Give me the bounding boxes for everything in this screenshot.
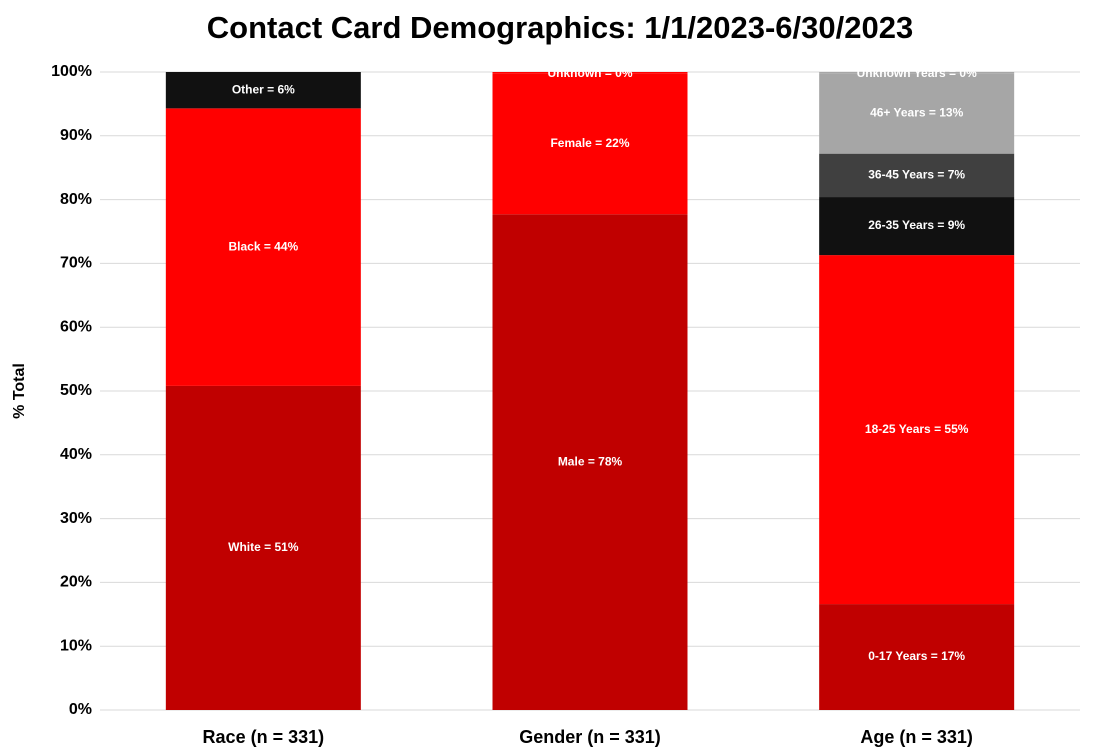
- segment-label: Female = 22%: [550, 136, 629, 150]
- y-tick-label: 50%: [60, 382, 92, 399]
- bar-segment: [492, 72, 688, 74]
- y-tick-label: 80%: [60, 191, 92, 208]
- segment-label: White = 51%: [228, 540, 299, 554]
- segment-label: 0-17 Years = 17%: [868, 649, 965, 663]
- bar-segment: [165, 108, 361, 386]
- segment-label: Black = 44%: [228, 239, 298, 253]
- segment-label: 26-35 Years = 9%: [868, 218, 965, 232]
- bar-segment: [492, 214, 688, 711]
- bar-segment: [165, 72, 361, 109]
- bar-segment: [165, 385, 361, 710]
- segment-label: Male = 78%: [558, 454, 623, 468]
- bar-segment: [819, 153, 1015, 198]
- x-tick-label: Race (n = 331): [203, 727, 325, 747]
- y-tick-label: 70%: [60, 255, 92, 272]
- segment-label: 18-25 Years = 55%: [865, 422, 969, 436]
- x-tick-label: Gender (n = 331): [519, 727, 661, 747]
- segment-label: 46+ Years = 13%: [870, 106, 964, 120]
- x-tick-label: Age (n = 331): [860, 727, 973, 747]
- y-tick-label: 90%: [60, 127, 92, 144]
- segment-label: Unknown Years = 0%: [857, 66, 977, 80]
- y-axis-title: % Total: [11, 363, 28, 419]
- chart-title: Contact Card Demographics: 1/1/2023-6/30…: [207, 10, 913, 45]
- y-tick-label: 30%: [60, 510, 92, 527]
- y-tick-label: 60%: [60, 318, 92, 335]
- bar-segment: [819, 73, 1015, 154]
- segment-label: 36-45 Years = 7%: [868, 168, 965, 182]
- bar-segment: [492, 73, 688, 215]
- y-tick-label: 0%: [69, 701, 92, 718]
- bar-segment: [819, 197, 1015, 256]
- y-tick-label: 100%: [51, 63, 92, 80]
- bar-segment: [819, 604, 1015, 710]
- segment-label: Unknown = 0%: [547, 66, 632, 80]
- y-tick-label: 10%: [60, 637, 92, 654]
- bar-segment: [819, 255, 1015, 605]
- bar-segment: [819, 72, 1015, 74]
- y-tick-label: 40%: [60, 446, 92, 463]
- y-tick-label: 20%: [60, 574, 92, 591]
- segment-label: Other = 6%: [232, 82, 295, 96]
